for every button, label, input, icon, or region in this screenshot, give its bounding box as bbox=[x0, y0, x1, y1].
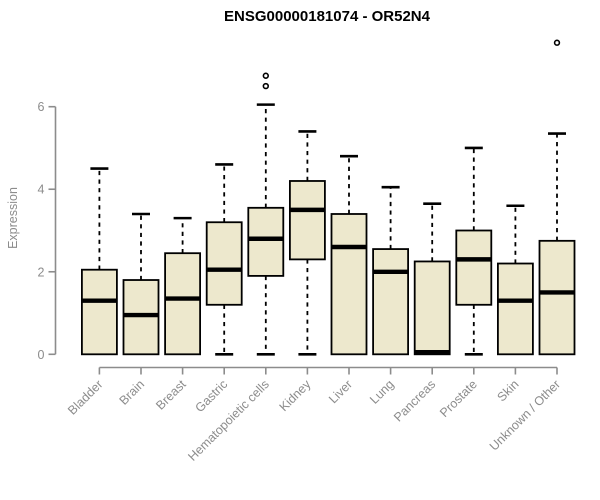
x-tick-label-kidney: Kidney bbox=[277, 377, 314, 414]
x-tick-label-liver: Liver bbox=[326, 377, 355, 406]
box-prostate bbox=[455, 146, 493, 356]
box-gastric bbox=[205, 163, 243, 356]
iqr-box bbox=[81, 268, 118, 356]
box-skin bbox=[496, 204, 534, 356]
x-tick-label-lung: Lung bbox=[367, 377, 397, 407]
x-tick-label-skin: Skin bbox=[494, 377, 521, 404]
y-axis-label: Expression bbox=[6, 187, 20, 249]
y-tick-label: 4 bbox=[38, 183, 45, 197]
iqr-box bbox=[247, 206, 285, 277]
iqr-box bbox=[205, 221, 243, 306]
x-tick-label-breast: Breast bbox=[153, 377, 189, 413]
outlier-point bbox=[553, 39, 561, 46]
iqr-box bbox=[372, 248, 410, 356]
box-hematopoietic-cells bbox=[247, 72, 285, 356]
y-tick-label: 0 bbox=[38, 348, 45, 362]
x-tick-label-brain: Brain bbox=[117, 377, 148, 408]
y-tick-label: 6 bbox=[38, 100, 45, 114]
box-bladder bbox=[81, 167, 118, 356]
iqr-box bbox=[538, 239, 576, 356]
iqr-box bbox=[413, 260, 451, 356]
x-tick-label-gastric: Gastric bbox=[192, 377, 230, 415]
chart-title: ENSG00000181074 - OR52N4 bbox=[224, 8, 431, 25]
iqr-box bbox=[288, 180, 326, 261]
x-tick-label-hematopoietic-cells: Hematopoietic cells bbox=[185, 377, 272, 464]
box-breast bbox=[164, 216, 202, 356]
box-pancreas bbox=[413, 202, 451, 356]
x-tick-label-bladder: Bladder bbox=[65, 377, 105, 417]
box-unknown-other bbox=[538, 39, 576, 356]
box-kidney bbox=[288, 130, 326, 356]
outlier-point bbox=[262, 72, 269, 79]
x-tick-label-pancreas: Pancreas bbox=[391, 377, 438, 424]
outlier-point bbox=[262, 82, 269, 90]
box-liver bbox=[330, 154, 368, 356]
x-tick-label-unknown-other: Unknown / Other bbox=[487, 377, 563, 453]
y-tick-label: 2 bbox=[38, 265, 45, 279]
box-lung bbox=[372, 185, 410, 356]
iqr-box bbox=[164, 252, 202, 356]
x-tick-label-prostate: Prostate bbox=[437, 377, 480, 420]
box-group bbox=[81, 39, 576, 356]
box-brain bbox=[122, 212, 160, 356]
iqr-box bbox=[496, 262, 534, 356]
iqr-box bbox=[455, 229, 493, 306]
iqr-box bbox=[330, 213, 368, 356]
